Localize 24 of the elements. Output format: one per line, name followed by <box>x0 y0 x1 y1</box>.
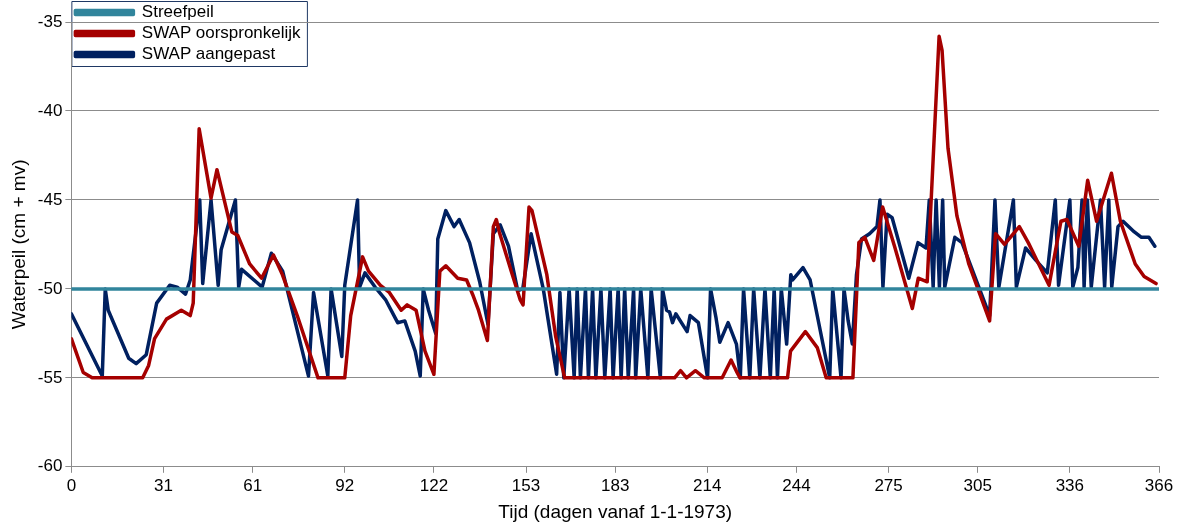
x-tick-label: 122 <box>419 475 449 495</box>
x-tick-label: 336 <box>1055 475 1085 495</box>
x-tick-label: 92 <box>335 475 355 495</box>
y-tick-label: -35 <box>37 11 63 31</box>
x-tick-label: 153 <box>511 475 541 495</box>
y-tick-label: -60 <box>37 456 63 476</box>
y-tick-label: -45 <box>37 189 63 209</box>
x-tick-label: 244 <box>782 475 811 495</box>
legend-label: Streefpeil <box>141 2 214 22</box>
x-tick-label: 305 <box>963 475 992 495</box>
x-tick-label: 31 <box>154 475 173 495</box>
x-axis-title: Tijd (dagen vanaf 1-1-1973) <box>498 500 733 522</box>
y-tick-label: -55 <box>37 367 63 387</box>
x-tick-label: 366 <box>1144 475 1174 495</box>
y-axis-title: Waterpeil (cm + mv) <box>7 159 29 330</box>
y-tick-label: -50 <box>37 278 63 298</box>
x-tick-label: 183 <box>601 475 630 495</box>
x-tick-label: 214 <box>693 475 722 495</box>
x-tick-label: 0 <box>66 475 77 495</box>
x-tick-label: 61 <box>243 475 263 495</box>
x-tick-label: 275 <box>874 475 903 495</box>
legend-label: SWAP oorspronkelijk <box>141 23 302 43</box>
y-tick-label: -40 <box>37 100 63 120</box>
legend-label: SWAP aangepast <box>141 44 276 64</box>
